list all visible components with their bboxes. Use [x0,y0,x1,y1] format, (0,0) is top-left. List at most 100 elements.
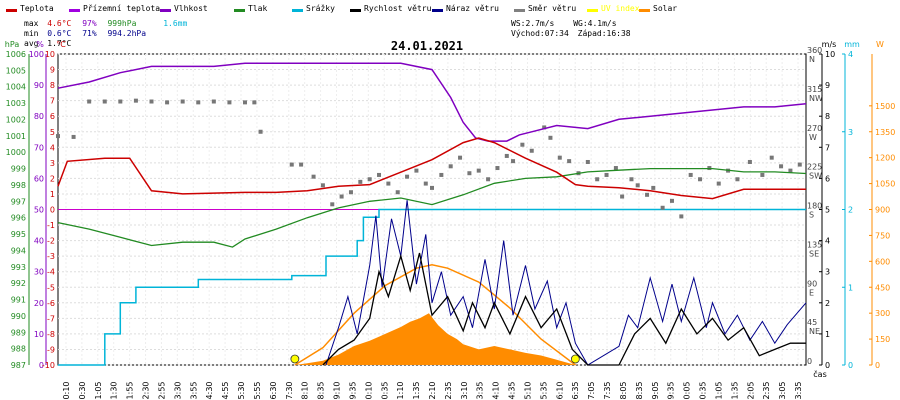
x-tick-label: 01:30 [110,381,119,400]
legend-label: Přízemní teplota [83,4,161,13]
x-tick-label: 10:35 [380,381,389,400]
wind-direction-point [645,192,650,197]
x-tick-label: 17:35 [603,381,612,400]
legend-label: Vlhkost [174,4,208,13]
legend-label: Srážky [306,4,335,13]
wind-direction-point [423,181,428,186]
wind-direction-point [585,159,590,164]
x-tick-label: 02:30 [142,381,151,400]
wind-direction-point [118,99,123,104]
wind-speed-tick-label: 5 [825,206,830,215]
wind-direction-point [165,100,170,105]
wind-direction-point [660,205,665,210]
legend-swatch [639,9,650,12]
pressure-tick-label: 991 [11,296,26,305]
x-tick-label: 22:05 [746,381,755,400]
temperature-tick-label: -7 [47,314,55,323]
wind-direction-point [71,134,76,139]
sun-marker [290,354,300,364]
temperature-tick-label: 0 [50,206,55,215]
pressure-tick-label: 995 [11,230,26,239]
solar-tick-label: 1350 [875,128,895,137]
temperature-tick-label: 7 [50,97,55,106]
x-tick-label: 06:30 [269,381,278,400]
wind-direction-point [548,135,553,140]
max-rain: 1.6mm [163,19,188,28]
legend-swatch [160,9,171,12]
legend-label: UV index [601,4,640,13]
wind-direction-point [414,168,419,173]
temperature-tick-label: 9 [50,66,55,75]
legend-swatch [514,9,525,12]
avg-temp: 1.7°C [47,39,72,48]
wind-direction-point [679,214,684,219]
x-tick-label: 14:35 [508,381,517,400]
x-tick-label: 11:35 [412,381,421,400]
x-tick-label: 18:05 [619,381,628,400]
x-tick-label: 09:35 [348,381,357,400]
solar-tick-label: 600 [875,257,890,266]
legend-label: Tlak [248,4,268,13]
pressure-tick-label: 1000 [6,148,26,157]
wind-direction-point [458,155,463,160]
x-tick-label: 21:35 [730,381,739,400]
pressure-tick-label: 1001 [6,132,26,141]
wind-direction-point [629,177,634,182]
series-wind-gust [325,200,807,366]
wind-direction-point [557,155,562,160]
humidity-tick-label: 80 [34,112,44,121]
wind-gust-stat: WG:4.1m/s [573,19,617,28]
wind-direction-point [797,162,802,167]
pressure-tick-label: 994 [11,246,26,255]
humidity-tick-label: 50 [34,206,44,215]
humidity-tick-label: 0 [39,361,44,370]
legend-swatch [69,9,80,12]
wind-speed-tick-label: 9 [825,81,830,90]
humidity-tick-label: 20 [34,299,44,308]
temperature-tick-label: 1 [50,190,55,199]
wind-direction-point [258,129,263,134]
max-temp: 4.6°C [47,19,72,28]
x-tick-label: 13:35 [476,381,485,400]
wind-direction-point [252,100,257,105]
wind-direction-tick-label: 225 [807,163,822,172]
wind-direction-point [339,194,344,199]
humidity-tick-label: 100 [29,50,44,59]
temperature-tick-label: 5 [50,128,55,137]
wind-direction-point [476,168,481,173]
solar-tick-label: 750 [875,231,890,240]
x-tick-label: 03:55 [189,381,198,400]
wind-direction-tick-label: N [809,55,815,64]
x-tick-label: 07:30 [285,381,294,400]
wind-direction-point [495,166,500,171]
x-tick-label: 23:05 [778,381,787,400]
wind-speed-tick-label: 7 [825,143,830,152]
wind-direction-point [211,99,216,104]
wind-direction-point [688,172,693,177]
legend-label: Teplota [20,4,54,13]
solar-tick-label: 1200 [875,154,895,163]
legend-label: Náraz větru [446,4,499,13]
wind-direction-point [486,177,491,182]
min-label: min [24,29,39,38]
series-rain [58,208,806,366]
wind-direction-point [595,177,600,182]
legend-label: Solar [653,4,678,13]
temperature-tick-label: -2 [47,237,55,246]
x-tick-label: 11:10 [396,381,405,400]
x-tick-label: 13:10 [460,381,469,400]
x-tick-label: 15:35 [539,381,548,400]
wind-speed-tick-label: 2 [825,299,830,308]
x-axis-label: čas [813,369,826,379]
wind-direction-tick-label: SE [809,249,819,258]
x-tick-label: 01:05 [94,381,103,400]
wind-direction-point [133,98,138,103]
x-tick-label: 03:30 [173,381,182,400]
min-humidity: 71% [82,29,97,38]
pressure-tick-label: 1004 [6,83,26,92]
wind-direction-point [448,164,453,169]
x-tick-label: 19:35 [667,381,676,400]
temperature-tick-label: 8 [50,81,55,90]
wind-direction-point [395,190,400,195]
wind-direction-tick-label: 360 [807,46,822,55]
